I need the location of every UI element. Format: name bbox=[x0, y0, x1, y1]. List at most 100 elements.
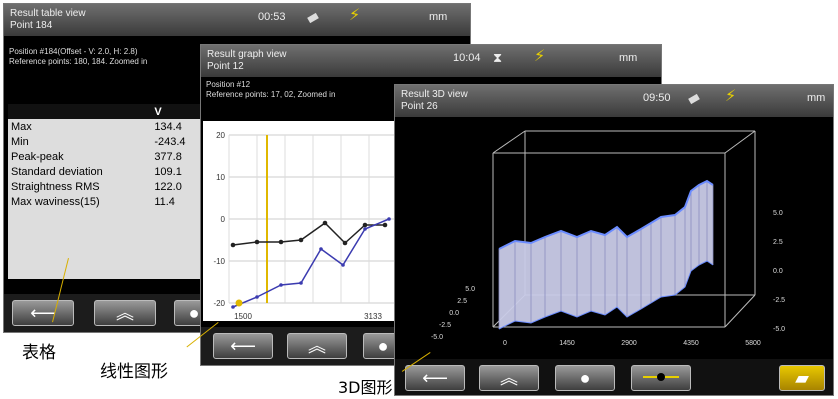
row-value-v: 122.0 bbox=[154, 180, 182, 193]
back-button[interactable]: ⟵ bbox=[405, 365, 465, 391]
folder-icon: ▰ bbox=[795, 368, 809, 388]
graph-view-titlebar: Result graph view Point 12 10:04 ⧗ ⚡ mm bbox=[201, 45, 661, 77]
series-point-blue bbox=[363, 227, 367, 231]
caption-graph: 线性图形 bbox=[100, 362, 168, 382]
row-label: Straightness RMS bbox=[11, 180, 100, 193]
back-button[interactable]: ⟵ bbox=[12, 300, 74, 326]
left-tick-label: -5.0 bbox=[431, 334, 443, 341]
x-tick-label: 0 bbox=[503, 340, 507, 347]
view-toggle-button[interactable]: ● bbox=[555, 365, 615, 391]
blob-icon: ● bbox=[188, 303, 200, 323]
blob-icon: ● bbox=[377, 336, 389, 356]
row-label: Peak-peak bbox=[11, 150, 64, 163]
point-label: Point 184 bbox=[10, 20, 53, 31]
right-tick-label: -2.5 bbox=[773, 297, 785, 304]
x-tick-label: 5800 bbox=[745, 340, 761, 347]
bounding-box-edge bbox=[724, 294, 756, 328]
sensor-icon bbox=[306, 11, 322, 28]
caption-table: 表格 bbox=[22, 343, 56, 363]
line-marker-icon bbox=[641, 368, 681, 388]
series-point-black bbox=[322, 220, 328, 226]
series-point-blue bbox=[387, 217, 391, 221]
x-tick-label: 2900 bbox=[621, 340, 637, 347]
3d-view-window: Result 3D view Point 26 09:50 ⚡ mm 0 1450… bbox=[394, 84, 834, 396]
y-tick-label: 0 bbox=[221, 215, 226, 224]
row-label: Min bbox=[11, 135, 29, 148]
series-point-black bbox=[298, 237, 304, 243]
x-tick-label: 3133 bbox=[364, 312, 382, 321]
left-tick-label: 5.0 bbox=[465, 286, 475, 293]
bounding-box-edge bbox=[724, 130, 756, 154]
results-table: V H Max134.416Min-243.4-31Peak-peak377.8… bbox=[8, 104, 204, 209]
table-header-label bbox=[8, 104, 152, 119]
arrow-left-icon: ⟵ bbox=[422, 368, 448, 388]
x-tick-label: 1500 bbox=[234, 312, 252, 321]
double-chevron-up-icon: ︽ bbox=[308, 336, 326, 356]
left-tick-label: -2.5 bbox=[439, 322, 451, 329]
bounding-box-edge bbox=[492, 130, 526, 154]
back-button[interactable]: ⟵ bbox=[213, 333, 273, 359]
results-table-panel: V H Max134.416Min-243.4-31Peak-peak377.8… bbox=[8, 104, 204, 279]
series-line-blue bbox=[232, 218, 390, 308]
info-line: Reference points: 17, 02, Zoomed in bbox=[206, 90, 336, 99]
info-line: Position #184(Offset - V: 2.0, H: 2.8) bbox=[9, 47, 138, 56]
lightning-icon: ⚡ bbox=[534, 48, 546, 65]
series-point-blue bbox=[299, 281, 303, 285]
right-tick-label: -5.0 bbox=[773, 326, 785, 333]
caption-3d: 3D图形 bbox=[338, 378, 393, 397]
series-point-blue bbox=[279, 283, 283, 287]
series-point-black bbox=[278, 239, 284, 245]
series-point-blue bbox=[231, 305, 235, 309]
folder-button[interactable]: ▰ bbox=[779, 365, 825, 391]
scroll-up-button[interactable]: ︽ bbox=[94, 300, 156, 326]
y-tick-label: 10 bbox=[216, 173, 225, 182]
info-panel: Position #184(Offset - V: 2.0, H: 2.8) R… bbox=[4, 44, 204, 70]
clock-time: 10:04 bbox=[453, 52, 481, 64]
position-marker bbox=[235, 299, 243, 307]
table-header-v: V bbox=[151, 104, 204, 119]
series-point-black bbox=[382, 222, 388, 228]
arrow-left-icon: ⟵ bbox=[230, 336, 256, 356]
double-chevron-up-icon: ︽ bbox=[116, 303, 134, 323]
3d-view-titlebar: Result 3D view Point 26 09:50 ⚡ mm bbox=[395, 85, 833, 117]
row-label: Max bbox=[11, 120, 32, 133]
table-row: Min-243.4-31 bbox=[8, 134, 204, 149]
scroll-up-button[interactable]: ︽ bbox=[287, 333, 347, 359]
window-title: Result 3D view bbox=[401, 89, 468, 100]
table-body: Max134.416Min-243.4-31Peak-peak377.847St… bbox=[8, 119, 204, 209]
arrow-left-icon: ⟵ bbox=[30, 303, 56, 323]
unit-label: mm bbox=[429, 11, 448, 23]
series-point-blue bbox=[319, 247, 323, 251]
info-panel: Position #12 Reference points: 17, 02, Z… bbox=[201, 77, 401, 121]
scroll-up-button[interactable]: ︽ bbox=[479, 365, 539, 391]
graph-line-button[interactable] bbox=[631, 365, 691, 391]
lightning-icon: ⚡ bbox=[349, 7, 361, 24]
row-value-v: -243.4 bbox=[154, 135, 186, 148]
row-value-v: 377.8 bbox=[154, 150, 182, 163]
hourglass-icon: ⧗ bbox=[493, 50, 503, 65]
series-line-black bbox=[232, 222, 385, 246]
info-line: Position #12 bbox=[206, 80, 251, 89]
x-tick-label: 4350 bbox=[683, 340, 699, 347]
3d-view-button-bar: ⟵ ︽ ● ▰ bbox=[395, 359, 833, 395]
row-label: Standard deviation bbox=[11, 165, 103, 178]
window-title: Result table view bbox=[10, 8, 86, 19]
series-point-black bbox=[342, 240, 348, 246]
3d-surface-plot: 0 1450 2900 4350 5800 5.0 2.5 0.0 -2.5 -5.0 5.0 2.5… bbox=[431, 130, 785, 347]
row-label: Max waviness(15) bbox=[11, 195, 100, 208]
blob-icon: ● bbox=[579, 368, 591, 388]
line-graph: 20 10 0 -10 -20 1500 3133 bbox=[203, 121, 403, 321]
sensor-icon bbox=[687, 92, 703, 109]
left-tick-label: 0.0 bbox=[449, 310, 459, 317]
surface-bottom-edge bbox=[498, 260, 714, 330]
right-tick-label: 0.0 bbox=[773, 268, 783, 275]
table-view-titlebar: Result table view Point 184 00:53 ⚡ mm bbox=[4, 4, 470, 36]
series-point-black bbox=[254, 239, 260, 245]
row-value-v: 134.4 bbox=[154, 120, 182, 133]
unit-label: mm bbox=[619, 52, 638, 64]
